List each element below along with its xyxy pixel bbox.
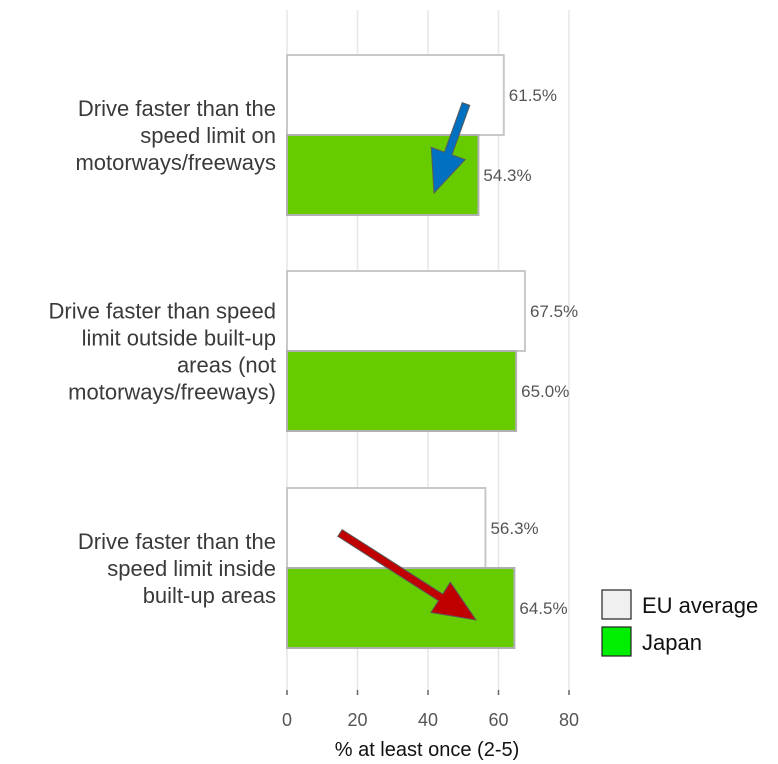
category-label: limit outside built-up [82,326,276,351]
value-labels: 61.5% 54.3% 67.5% 65.0% 56.3% 64.5% [483,86,578,618]
legend-label: EU average [642,593,758,618]
category-label: speed limit inside [107,556,276,581]
blue-arrow [430,102,471,195]
tick-label: 60 [488,710,508,730]
legend: EU average Japan [601,589,758,657]
bar-japan [286,567,516,649]
category-label: motorways/freeways) [68,380,276,405]
data-label: 67.5% [530,302,578,321]
data-label: 65.0% [521,382,569,401]
x-axis-ticks: 0 20 40 60 80 [282,690,579,730]
category-label: Drive faster than speed [49,299,276,324]
data-label: 61.5% [509,86,557,105]
category-label: Drive faster than the [78,96,276,121]
tick-label: 40 [418,710,438,730]
annotations [337,102,478,621]
legend-swatch [601,589,632,620]
legend-swatch [601,626,632,657]
category-label: areas (not [177,353,276,378]
red-arrow [337,528,478,621]
category-label: built-up areas [143,583,276,608]
data-label: 54.3% [483,166,531,185]
tick-label: 80 [559,710,579,730]
data-label: 64.5% [519,599,567,618]
bar-eu-average [286,487,487,569]
tick-label: 0 [282,710,292,730]
x-axis-title: % at least once (2-5) [335,739,520,761]
category-label: motorways/freeways [75,150,276,175]
tick-label: 20 [347,710,367,730]
legend-label: Japan [642,630,702,655]
category-label: speed limit on [140,123,276,148]
category-label: Drive faster than the [78,529,276,554]
bar-eu-average [286,270,526,352]
data-label: 56.3% [490,519,538,538]
bar-japan [286,350,518,432]
bar-eu-average [286,54,505,136]
bars [286,54,526,649]
